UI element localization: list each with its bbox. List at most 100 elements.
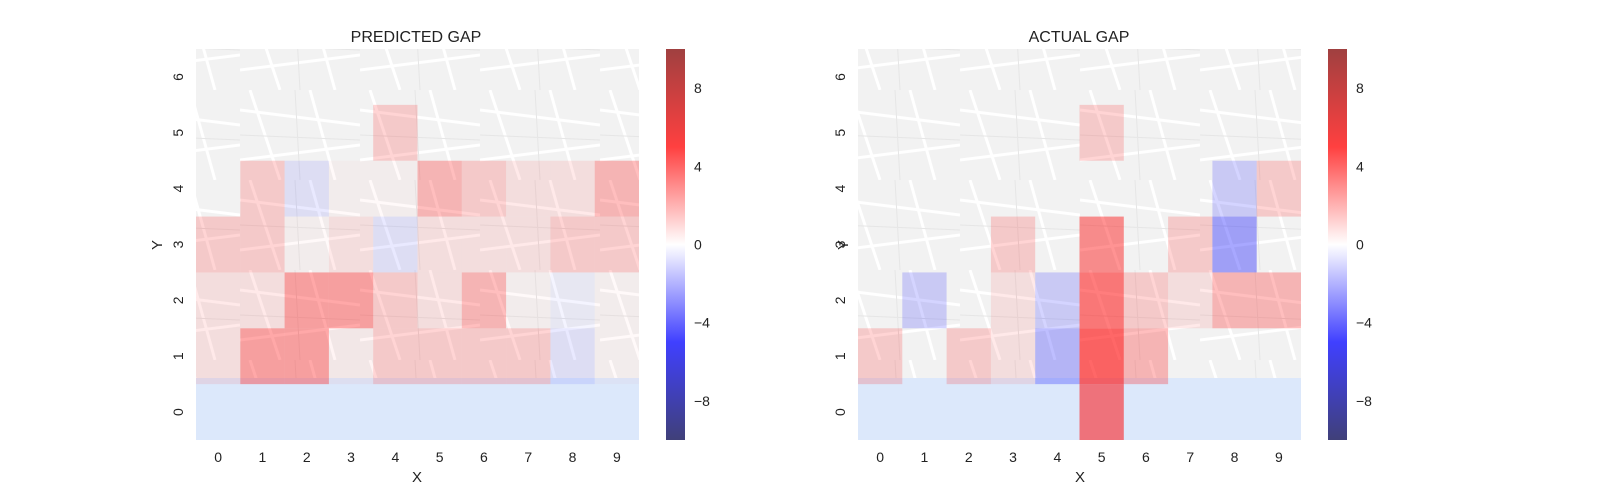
x-tick-label: 3 [1009,449,1017,465]
heatmap-cell [328,216,374,273]
heatmap-cell [328,328,374,385]
colorbar: 8 4 0 −4 −8 [1328,49,1372,440]
heatmap-cell [240,160,285,217]
y-tick-labels: 0 1 2 3 4 5 6 [170,73,186,416]
heatmap-cell [1079,216,1124,273]
colorbar-tick-label: 8 [694,80,702,96]
heatmap-cell [373,328,418,385]
y-tick-labels: 0 1 2 3 4 5 6 [832,73,848,416]
heatmap-cell [461,216,507,273]
colorbar-tick-label: −8 [694,393,710,409]
heatmap-cell [550,216,595,273]
x-tick-label: 5 [436,449,444,465]
y-tick-label: 2 [170,296,186,304]
map-background [196,49,639,440]
heatmap-cell [990,272,1036,329]
heatmap-cell [1123,328,1169,385]
heatmap-cell [373,216,418,273]
x-tick-label: 9 [613,449,621,465]
x-tick-label: 8 [569,449,577,465]
heatmap-cell [594,160,639,217]
x-tick-label: 2 [965,449,973,465]
heatmap-cell [550,272,595,329]
heatmap-cell [506,216,551,273]
heatmap-cell [240,216,285,273]
heatmap-cell [240,328,285,385]
x-tick-label: 0 [876,449,884,465]
heatmap-cell [285,217,329,273]
heatmap-cell [329,161,373,217]
heatmap-cell [284,272,329,329]
y-tick-label: 6 [170,73,186,81]
heatmap-cell [240,272,285,329]
y-tick-label: 1 [832,352,848,360]
heatmap-cell [196,328,241,385]
heatmap-cell [595,328,639,384]
heatmap-cell [990,216,1036,273]
y-tick-label: 0 [170,408,186,416]
y-axis-label: Y [149,240,166,250]
x-tick-label: 1 [259,449,267,465]
x-tick-label: 2 [303,449,311,465]
heatmap-cell [1079,104,1124,161]
heatmap-cell [461,272,507,329]
heatmap-cell [1212,272,1257,329]
actual-gap-panel: ACTUAL GAP 0 1 2 3 4 5 6 7 8 9 0 1 2 3 4 5 6 X Y 8 4 0 −4 −… [832,29,1372,486]
x-axis-label: X [1075,469,1085,486]
x-tick-labels: 0 1 2 3 4 5 6 7 8 9 [214,449,621,465]
y-tick-label: 4 [170,185,186,193]
x-axis-label: X [412,469,422,486]
heatmap-cell [946,328,991,385]
heatmap-cell [506,160,551,217]
heatmap-cell [1168,216,1213,273]
x-tick-label: 4 [1053,449,1061,465]
heatmap-cell [1123,272,1169,329]
y-axis-label: Y [835,240,852,250]
heatmap-cell [1256,160,1301,217]
heatmap-cell [858,328,903,385]
heatmap-cell [461,328,507,385]
heatmap-cell [1212,216,1257,273]
y-tick-label: 3 [832,240,848,248]
y-tick-label: 2 [832,296,848,304]
heatmap-cell [1035,328,1080,385]
heatmap-cell [506,272,550,328]
heatmap-cell [417,160,462,217]
heatmap-cell [1212,160,1257,217]
colorbar: 8 4 0 −4 −8 [666,49,710,440]
heatmap-cell [1079,328,1124,385]
heatmap-cell [506,328,551,385]
x-tick-label: 6 [1142,449,1150,465]
x-tick-label: 0 [214,449,222,465]
heatmap-cells [196,104,639,385]
colorbar-tick-label: 8 [1356,80,1364,96]
heatmap-cell [284,328,329,385]
heatmap-cell [1035,272,1080,329]
heatmap-cell [594,216,639,273]
heatmap-cell [1168,272,1213,329]
x-tick-label: 7 [1186,449,1194,465]
heatmap-cell [373,161,417,217]
y-tick-label: 6 [832,73,848,81]
x-tick-label: 1 [921,449,929,465]
colorbar-tick-label: −4 [1356,315,1372,331]
heatmap-cell [990,328,1036,385]
y-tick-label: 4 [832,185,848,193]
y-tick-label: 1 [170,352,186,360]
x-tick-label: 3 [347,449,355,465]
heatmap-cell [328,272,374,329]
heatmap-cell [373,104,418,161]
heatmap-cell [461,160,507,217]
colorbar-tick-label: 0 [1356,237,1364,253]
heatmap-cell [373,272,418,329]
chart-title: ACTUAL GAP [1029,29,1130,46]
colorbar-tick-label: 0 [694,237,702,253]
heatmap-cell [196,216,241,273]
heatmap-cell [196,272,241,329]
x-tick-label: 6 [480,449,488,465]
colorbar-tick-labels: 8 4 0 −4 −8 [694,80,710,409]
y-tick-label: 5 [832,129,848,137]
heatmap-cell [284,160,329,217]
x-tick-label: 9 [1275,449,1283,465]
